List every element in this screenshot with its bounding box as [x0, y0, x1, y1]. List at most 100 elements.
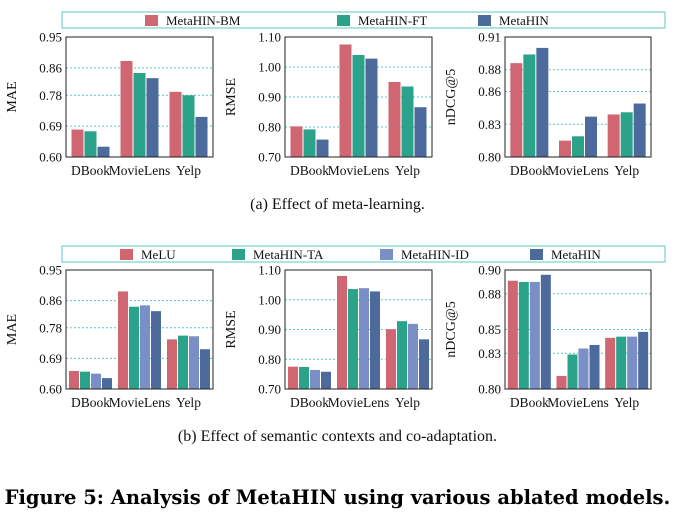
legend-label: MetaHIN-TA: [253, 247, 324, 262]
y-tick-label: 0.90: [258, 322, 281, 337]
x-tick-label: MovieLens: [547, 395, 609, 410]
bar: [140, 305, 150, 389]
y-tick-label: 0.80: [258, 352, 281, 367]
bar: [386, 329, 396, 389]
bar: [370, 291, 380, 389]
legend-label: MetaHIN-ID: [401, 247, 469, 262]
legend-swatch: [232, 249, 245, 260]
y-tick-label: 0.91: [478, 30, 501, 45]
bar: [414, 107, 427, 157]
x-tick-label: MovieLens: [328, 395, 390, 410]
y-tick-label: 0.88: [478, 286, 501, 301]
legend-frame: [61, 11, 666, 29]
y-tick-label: 0.69: [39, 119, 62, 134]
x-tick-label: Yelp: [614, 163, 639, 178]
bar: [578, 348, 589, 389]
bar: [419, 339, 429, 389]
y-tick-label: 0.83: [478, 346, 501, 361]
subcaption-b: (b) Effect of semantic contexts and co-a…: [177, 428, 498, 445]
bar: [401, 86, 414, 157]
legend-b: MeLU MetaHIN-TA MetaHIN-ID MetaHIN: [61, 245, 666, 263]
y-tick-label: 1.10: [258, 30, 281, 45]
legend-label: MetaHIN-BM: [166, 13, 241, 28]
bar: [178, 335, 188, 389]
bar: [339, 44, 352, 157]
y-tick-label: 0.80: [478, 150, 501, 165]
legend-frame: [61, 245, 666, 263]
bar: [129, 306, 139, 389]
x-tick-label: DBook: [510, 395, 549, 410]
x-tick-label: MovieLens: [328, 163, 390, 178]
x-tick-label: DBook: [290, 395, 329, 410]
bar: [310, 369, 320, 389]
bar: [607, 114, 620, 157]
bar: [540, 274, 551, 389]
bar: [620, 112, 633, 157]
y-axis-label: MAE: [5, 314, 20, 345]
plot-frame: [284, 269, 433, 390]
legend-a: MetaHIN-BM MetaHIN-FT MetaHIN: [61, 11, 666, 29]
plot-frame: [65, 269, 214, 390]
bar: [605, 337, 616, 389]
bar: [567, 354, 578, 389]
bar: [167, 339, 177, 389]
bar: [321, 371, 331, 389]
y-axis-label: MAE: [5, 81, 20, 112]
y-tick-label: 0.60: [39, 382, 62, 397]
bar: [120, 61, 133, 157]
y-tick-label: 0.70: [258, 150, 281, 165]
plot-frame: [65, 36, 214, 158]
y-tick-label: 1.00: [258, 292, 281, 307]
bar: [118, 291, 128, 389]
bar: [151, 311, 161, 389]
y-tick-label: 0.80: [478, 382, 501, 397]
x-tick-label: Yelp: [176, 163, 201, 178]
x-tick-label: DBook: [71, 395, 110, 410]
bar: [80, 371, 90, 389]
legend-swatch: [120, 249, 133, 260]
x-tick-label: Yelp: [395, 163, 420, 178]
bar: [556, 375, 567, 389]
bar: [518, 281, 529, 389]
legend-swatch: [380, 249, 393, 260]
bar: [200, 349, 210, 389]
y-tick-label: 0.86: [39, 60, 62, 75]
x-tick-label: MovieLens: [109, 395, 171, 410]
bar: [529, 281, 540, 389]
bar: [523, 54, 536, 157]
plot-frame: [504, 36, 652, 158]
bar: [559, 140, 571, 157]
bar: [585, 116, 597, 157]
bar: [359, 288, 369, 389]
bar: [589, 344, 600, 389]
y-tick-label: 0.60: [39, 150, 62, 165]
bar: [195, 116, 208, 157]
y-tick-label: 0.80: [258, 120, 281, 135]
subcaption-a: (a) Effect of meta-learning.: [250, 196, 425, 213]
y-axis-label: RMSE: [224, 310, 239, 348]
legend-swatch: [337, 15, 350, 26]
x-tick-label: Yelp: [395, 395, 420, 410]
y-tick-label: 0.85: [478, 322, 501, 337]
y-tick-label: 0.95: [39, 30, 62, 45]
x-tick-label: MovieLens: [547, 163, 609, 178]
y-tick-label: 0.69: [39, 351, 62, 366]
y-tick-label: 0.78: [39, 88, 62, 103]
x-tick-label: Yelp: [176, 395, 201, 410]
legend-swatch: [478, 15, 491, 26]
bar: [616, 336, 627, 389]
y-axis-label: RMSE: [224, 78, 239, 116]
bar: [638, 331, 649, 389]
bar: [102, 378, 112, 389]
y-tick-label: 0.83: [478, 117, 501, 132]
y-tick-label: 0.90: [258, 90, 281, 105]
bar: [388, 82, 401, 157]
y-tick-label: 0.88: [478, 62, 501, 77]
bar: [169, 91, 182, 157]
